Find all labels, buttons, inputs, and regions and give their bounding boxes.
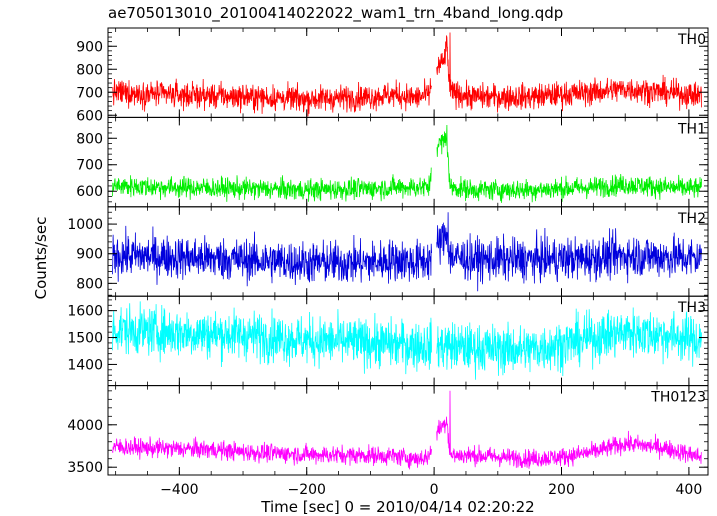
panel-th2: 800 900 1000 TH2 xyxy=(67,206,709,297)
panel-label: TH2 xyxy=(677,211,706,227)
light-curve-th2 xyxy=(112,212,702,292)
panel-th3: 1400 1500 1600 TH3 xyxy=(67,295,709,387)
panels: 600 700 800 900 TH0 600 700 800 TH1 800 900 1000 TH2… xyxy=(67,27,709,476)
light-curve-th1 xyxy=(112,124,702,203)
y-tick-label: 3500 xyxy=(67,460,103,476)
panel-frame xyxy=(107,385,709,476)
y-tick-label: 600 xyxy=(76,184,103,200)
x-tick-label: −400 xyxy=(160,482,198,498)
y-tick-label: 600 xyxy=(76,108,103,124)
y-tick-label: 4000 xyxy=(67,418,103,434)
x-axis-label: Time [sec] 0 = 2010/04/14 02:20:22 xyxy=(260,498,534,516)
panel-frame xyxy=(107,27,709,118)
y-tick-label: 1500 xyxy=(67,331,103,347)
y-tick-label: 700 xyxy=(76,158,103,174)
panel-label: TH1 xyxy=(677,121,706,137)
chart-title: ae705013010_20100414022022_wam1_trn_4ban… xyxy=(108,4,563,23)
panel-th1: 600 700 800 TH1 xyxy=(76,116,709,208)
y-tick-label: 900 xyxy=(76,39,103,55)
x-tick-label: 200 xyxy=(548,482,575,498)
y-tick-label: 700 xyxy=(76,85,103,101)
y-tick-label: 800 xyxy=(76,276,103,292)
x-axis: −400 −200 0 200 400 xyxy=(160,482,702,498)
y-tick-label: 1600 xyxy=(67,304,103,320)
y-tick-label: 1400 xyxy=(67,357,103,373)
panel-label: TH3 xyxy=(677,300,706,316)
light-curve-th0 xyxy=(112,32,702,117)
panel-th0123: 3500 4000 TH0123 xyxy=(67,385,709,476)
x-tick-label: 0 xyxy=(430,482,439,498)
y-axis-label: Counts/sec xyxy=(32,217,50,300)
light-curve-th0123 xyxy=(112,390,702,470)
panel-label: TH0123 xyxy=(650,390,706,406)
x-tick-label: −200 xyxy=(287,482,325,498)
y-tick-label: 1000 xyxy=(67,217,103,233)
y-tick-label: 800 xyxy=(76,131,103,147)
light-curve-th3 xyxy=(112,301,702,380)
panel-th0: 600 700 800 900 TH0 xyxy=(76,27,709,124)
x-tick-label: 400 xyxy=(676,482,703,498)
y-tick-label: 900 xyxy=(76,247,103,263)
y-tick-label: 800 xyxy=(76,62,103,78)
panel-label: TH0 xyxy=(677,32,706,48)
